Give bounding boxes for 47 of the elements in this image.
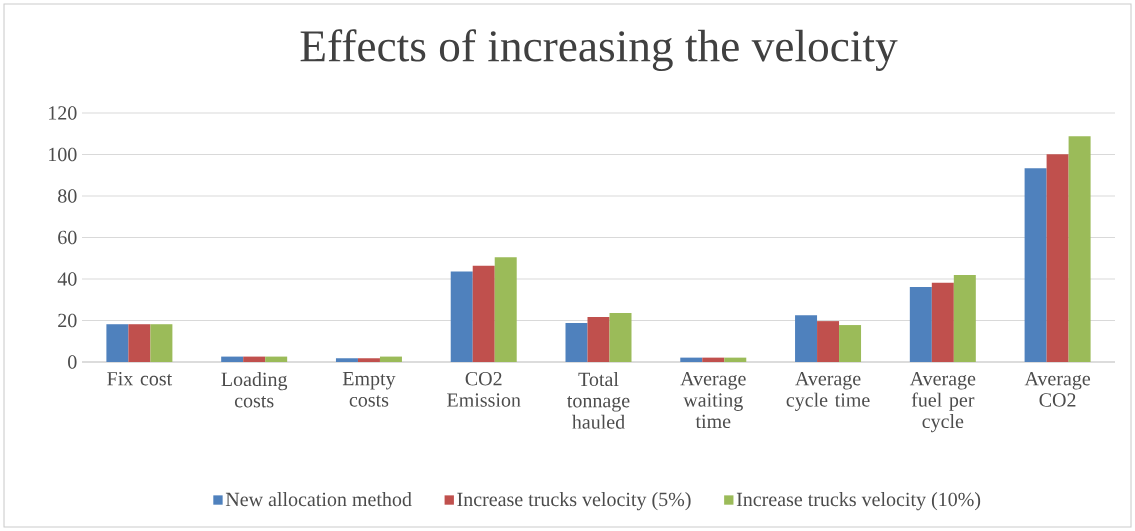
y-tick-label: 0: [68, 355, 77, 369]
bar: [953, 275, 976, 362]
x-tick-label: CO2 Emission: [447, 372, 521, 407]
legend-label: New allocation method: [225, 492, 412, 507]
bar: [472, 265, 495, 362]
bar: [450, 271, 473, 362]
bar: [150, 324, 173, 362]
bar: [221, 356, 244, 362]
x-tick-label: Empty costs: [342, 372, 396, 407]
bar: [1024, 168, 1047, 362]
y-tick-label: 120: [49, 106, 77, 120]
bar: [680, 357, 703, 362]
bar: [128, 324, 151, 362]
y-tick-label: 20: [58, 313, 77, 328]
chart-title: Effects of increasing the velocity: [300, 29, 898, 71]
x-tick-label: Loading costs: [221, 372, 288, 408]
bar: [931, 282, 954, 362]
bar: [587, 316, 610, 362]
bar: [609, 313, 632, 362]
bar: [724, 357, 747, 362]
bar: [702, 357, 725, 362]
y-tick-label: 40: [57, 272, 77, 286]
legend-label: Increase trucks velocity (5%): [457, 492, 691, 511]
x-tick-label: Average cycle time: [786, 372, 870, 411]
bar: [379, 356, 402, 362]
y-tick-label: 80: [58, 189, 77, 203]
bar: [243, 356, 266, 362]
bar: [565, 322, 588, 362]
bar: [265, 356, 288, 362]
x-tick-label: Average waiting time: [680, 372, 746, 429]
y-tick-label: 100: [49, 147, 77, 162]
x-tick-label: Total tonnage hauled: [567, 372, 630, 429]
y-tick-label: 60: [58, 230, 77, 245]
bar: [839, 325, 862, 362]
x-tick-label: Fix cost: [107, 372, 173, 386]
bar: [106, 324, 129, 362]
bar: [335, 358, 358, 362]
bar: [817, 321, 840, 362]
bar: [1046, 154, 1069, 362]
bar: [795, 315, 818, 362]
x-tick-label: Average fuel per cycle: [909, 372, 976, 433]
bar: [357, 358, 380, 362]
bar: [494, 257, 517, 362]
x-tick-label: Average CO2: [1024, 372, 1091, 407]
bar: [909, 286, 932, 362]
bar: [1068, 136, 1091, 362]
legend-label: Increase trucks velocity (10%): [736, 492, 981, 511]
